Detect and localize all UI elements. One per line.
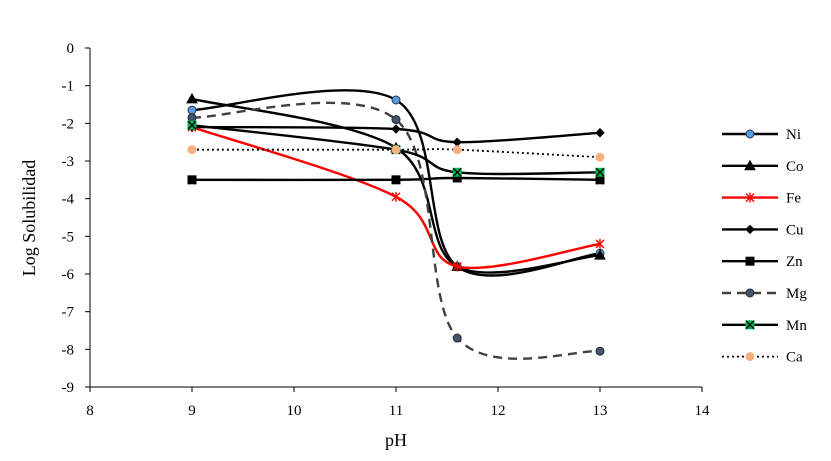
y-tick-label: -7 [62,305,75,321]
y-tick-label: -6 [62,267,75,283]
data-point-ca [595,152,605,162]
data-point-mg [595,346,605,356]
series-ca [187,145,605,162]
x-tick-label: 14 [695,403,711,419]
axes: 8 9 10 11 12 13 14 0 -1 -2 -3 -4 -5 -6 -7 -8 -9 [62,41,711,419]
data-point-mg [187,113,197,123]
marker-stroke [187,120,197,130]
data-point-cu [391,124,401,134]
legend: Ni Co Fe Cu Zn Mg Mn Ca [722,127,807,366]
data-point-ni [187,105,197,115]
y-tick-label: -9 [62,380,75,396]
legend-item-mg: Mg [722,286,807,302]
y-tick-label: -2 [62,116,75,132]
data-point-ca [452,145,462,155]
legend-item-ca: Ca [722,350,803,366]
x-tick-label: 9 [188,403,196,419]
legend-item-cu: Cu [722,222,804,238]
marker-stroke [452,167,462,177]
x-tick-label: 12 [491,403,506,419]
series-line-mg [191,101,601,360]
x-axis-title: pH [385,430,407,450]
data-point-mg [452,333,462,343]
series-line-ni [191,89,601,277]
legend-label-zn: Zn [786,254,803,270]
marker-stroke [745,320,755,330]
y-tick-label: -5 [62,229,75,245]
data-point-zn [391,175,401,185]
data-point-fe [391,191,401,202]
legend-marker-co [744,159,756,171]
legend-item-co: Co [722,159,804,175]
data-point-fe [452,261,462,272]
data-point-ca [391,145,401,155]
legend-marker-cu [745,224,755,235]
x-tick-label: 11 [389,403,403,419]
legend-label-co: Co [786,159,804,175]
series-layer [186,89,606,360]
legend-marker-zn [745,256,755,266]
legend-label-mg: Mg [786,286,807,302]
y-tick-label: 0 [67,41,75,57]
series-line-fe [191,125,601,270]
data-point-mg [391,115,401,125]
legend-label-cu: Cu [786,222,804,238]
legend-item-ni: Ni [722,127,801,143]
series-line-cu [191,125,601,144]
data-point-co [594,249,606,260]
legend-label-fe: Fe [786,191,801,207]
data-point-fe [595,238,605,249]
x-tick-label: 10 [287,403,302,419]
data-point-ca [187,145,197,155]
legend-label-mn: Mn [786,318,807,334]
legend-item-mn: Mn [722,318,807,334]
legend-item-fe: Fe [722,191,801,207]
y-axis-title: Log Solubilidad [19,160,39,277]
legend-marker-fe [745,192,755,203]
data-point-cu [452,137,462,147]
legend-marker-mn [745,320,755,330]
legend-item-zn: Zn [722,254,803,270]
series-line-zn [191,176,601,182]
data-point-mn [595,167,605,177]
y-tick-label: -8 [62,342,75,358]
series-mg [187,101,605,360]
data-point-zn [595,175,605,185]
data-point-co [186,92,198,104]
series-line-ca [191,148,601,159]
legend-marker-ni [745,129,755,139]
y-tick-label: -1 [62,79,75,95]
y-tick-label: -4 [62,192,75,208]
data-point-cu [595,128,605,138]
legend-marker-mg [745,288,755,298]
legend-marker-ca [745,352,755,362]
legend-label-ni: Ni [786,127,801,143]
series-zn [187,173,605,185]
y-tick-label: -3 [62,154,75,170]
series-line-mn [191,124,601,176]
data-point-mn [452,167,462,177]
x-tick-label: 13 [593,403,608,419]
data-point-mn [187,120,197,130]
marker-stroke [595,167,605,177]
data-point-zn [187,175,197,185]
legend-label-ca: Ca [786,350,803,366]
x-tick-label: 8 [86,403,94,419]
series-line-co [191,97,601,274]
data-point-ni [391,95,401,105]
